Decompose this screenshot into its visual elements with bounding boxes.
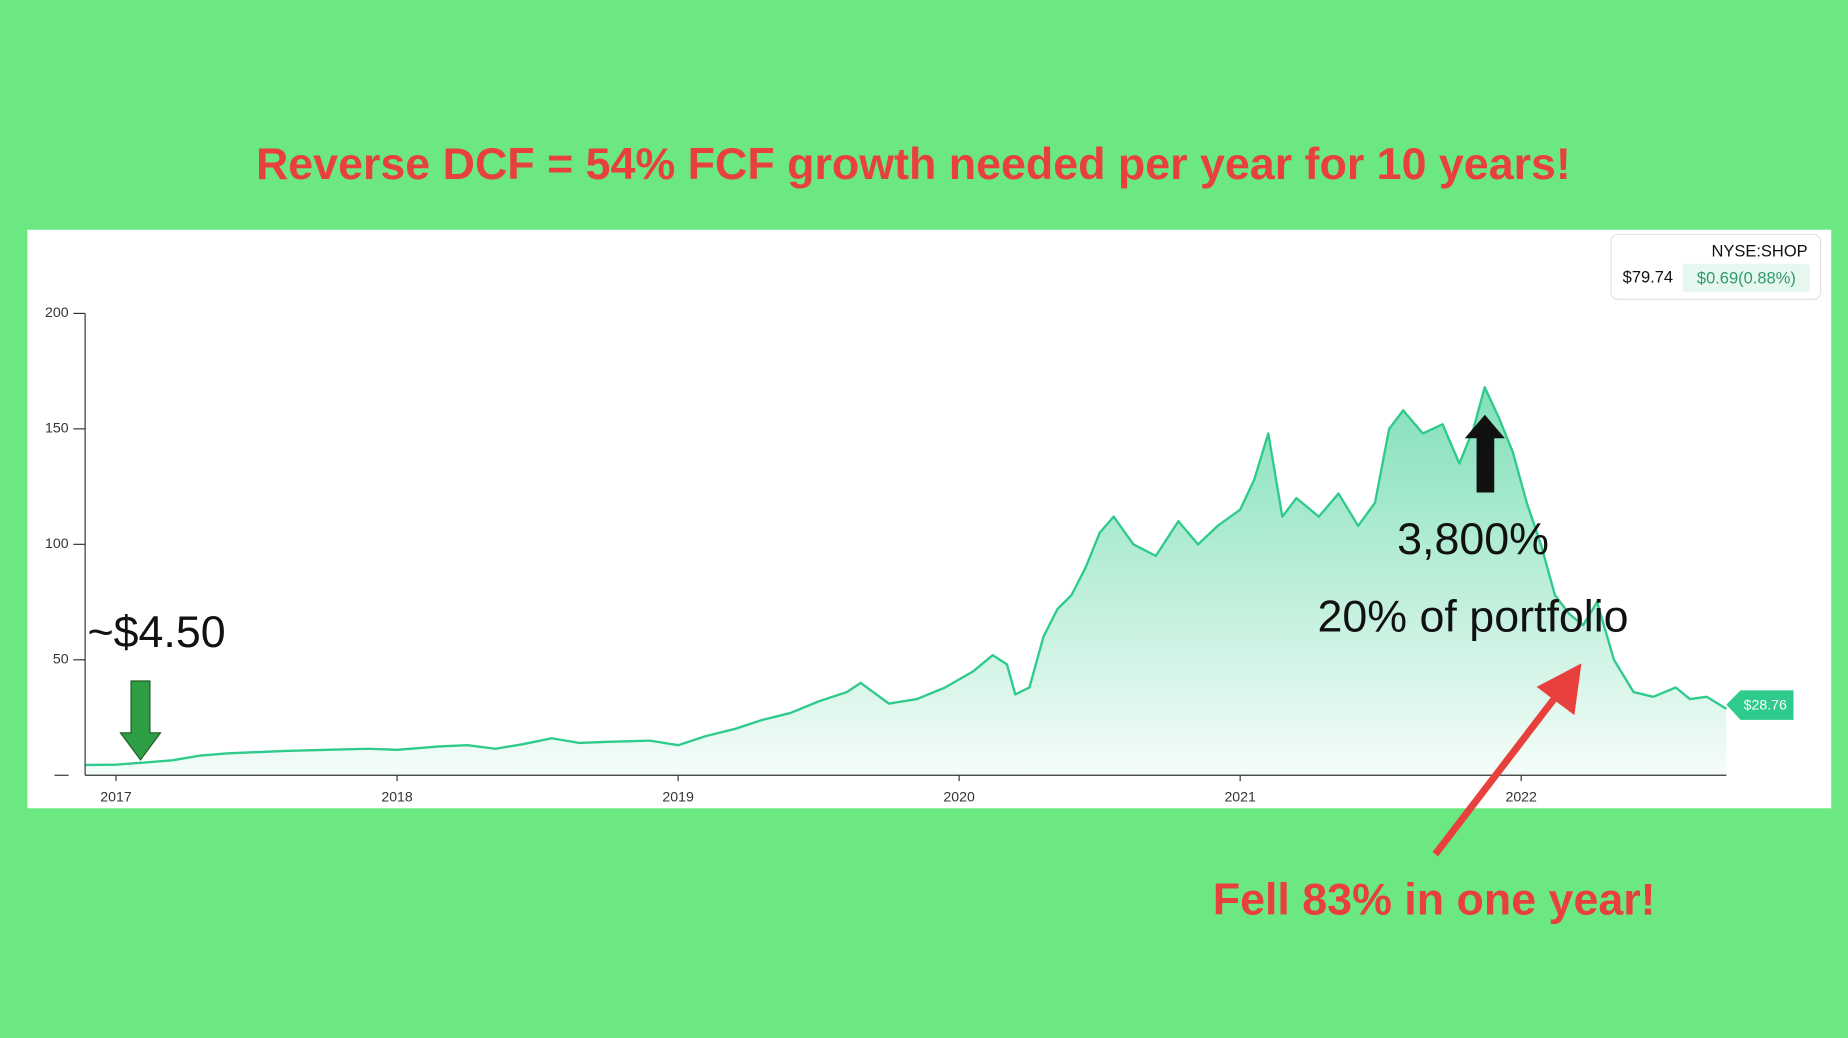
annotation: 3,800% (1397, 514, 1549, 564)
quote-change-bg (1682, 263, 1811, 293)
quote-change: $0.69(0.88%) (1697, 270, 1796, 288)
last-price-label: $28.76 (1744, 696, 1787, 712)
y-tick-label: 100 (45, 535, 69, 551)
title: Reverse DCF = 54% FCF growth needed per … (256, 139, 1571, 189)
annotation: 20% of portfolio (1318, 592, 1629, 642)
ticker: NYSE:SHOP (1711, 242, 1807, 260)
y-tick-label: 150 (45, 420, 69, 436)
area-fill (85, 387, 1727, 776)
annotation: ~$4.50 (87, 607, 225, 657)
x-tick-label: 2022 (1505, 788, 1537, 804)
plot (85, 386, 1727, 776)
x-tick-label: 2021 (1224, 788, 1256, 804)
price-line (85, 386, 1727, 767)
green-arrow (119, 680, 162, 761)
red-arrow-shaft (1432, 687, 1565, 857)
annotation: Fell 83% in one year! (1213, 874, 1656, 924)
y-tick-label: 200 (45, 304, 69, 320)
x-tick-label: 2020 (943, 788, 975, 804)
x-tick-label: 2019 (662, 788, 694, 804)
y-tick-label: 50 (53, 651, 69, 667)
x-tick-label: 2017 (100, 788, 132, 804)
x-tick-label: 2018 (381, 788, 413, 804)
last-price-tag (1726, 690, 1794, 720)
black-arrow (1464, 414, 1505, 493)
red-arrow-head (1536, 663, 1582, 716)
quote-price: $79.74 (1623, 268, 1673, 286)
